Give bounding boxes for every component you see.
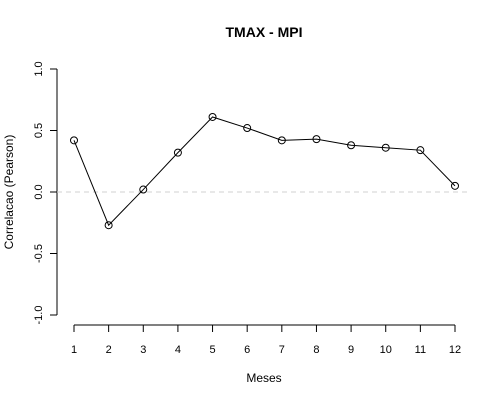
- x-tick-label: 2: [106, 344, 112, 356]
- x-tick-label: 11: [415, 344, 426, 356]
- chart-title: TMAX - MPI: [226, 24, 303, 40]
- x-tick-label: 5: [209, 344, 215, 356]
- y-tick-label: 0.0: [33, 184, 45, 199]
- x-tick-label: 3: [140, 344, 146, 356]
- x-tick-label: 1: [71, 344, 77, 356]
- x-tick-label: 12: [449, 344, 461, 356]
- x-ticks-group: 1 2 3 4 5 6 7 8 9 10 11 12: [71, 325, 461, 356]
- x-tick-label: 9: [348, 344, 354, 356]
- x-axis-label: Meses: [246, 371, 281, 385]
- x-tick-label: 8: [313, 344, 319, 356]
- points-group: [71, 113, 459, 228]
- y-tick-label: 1.0: [33, 61, 45, 76]
- series-group: [74, 117, 455, 225]
- series-line: [74, 117, 455, 225]
- y-tick-label: 0.5: [33, 123, 45, 138]
- y-axis-label: Correlacao (Pearson): [2, 135, 16, 250]
- x-tick-label: 6: [244, 344, 250, 356]
- y-ticks-group: -1.0 -0.5 0.0 0.5 1.0: [33, 61, 57, 324]
- y-tick-label: -1.0: [33, 306, 45, 325]
- x-tick-label: 10: [380, 344, 392, 356]
- y-tick-label: -0.5: [33, 244, 45, 263]
- x-tick-label: 4: [175, 344, 181, 356]
- x-tick-label: 7: [279, 344, 285, 356]
